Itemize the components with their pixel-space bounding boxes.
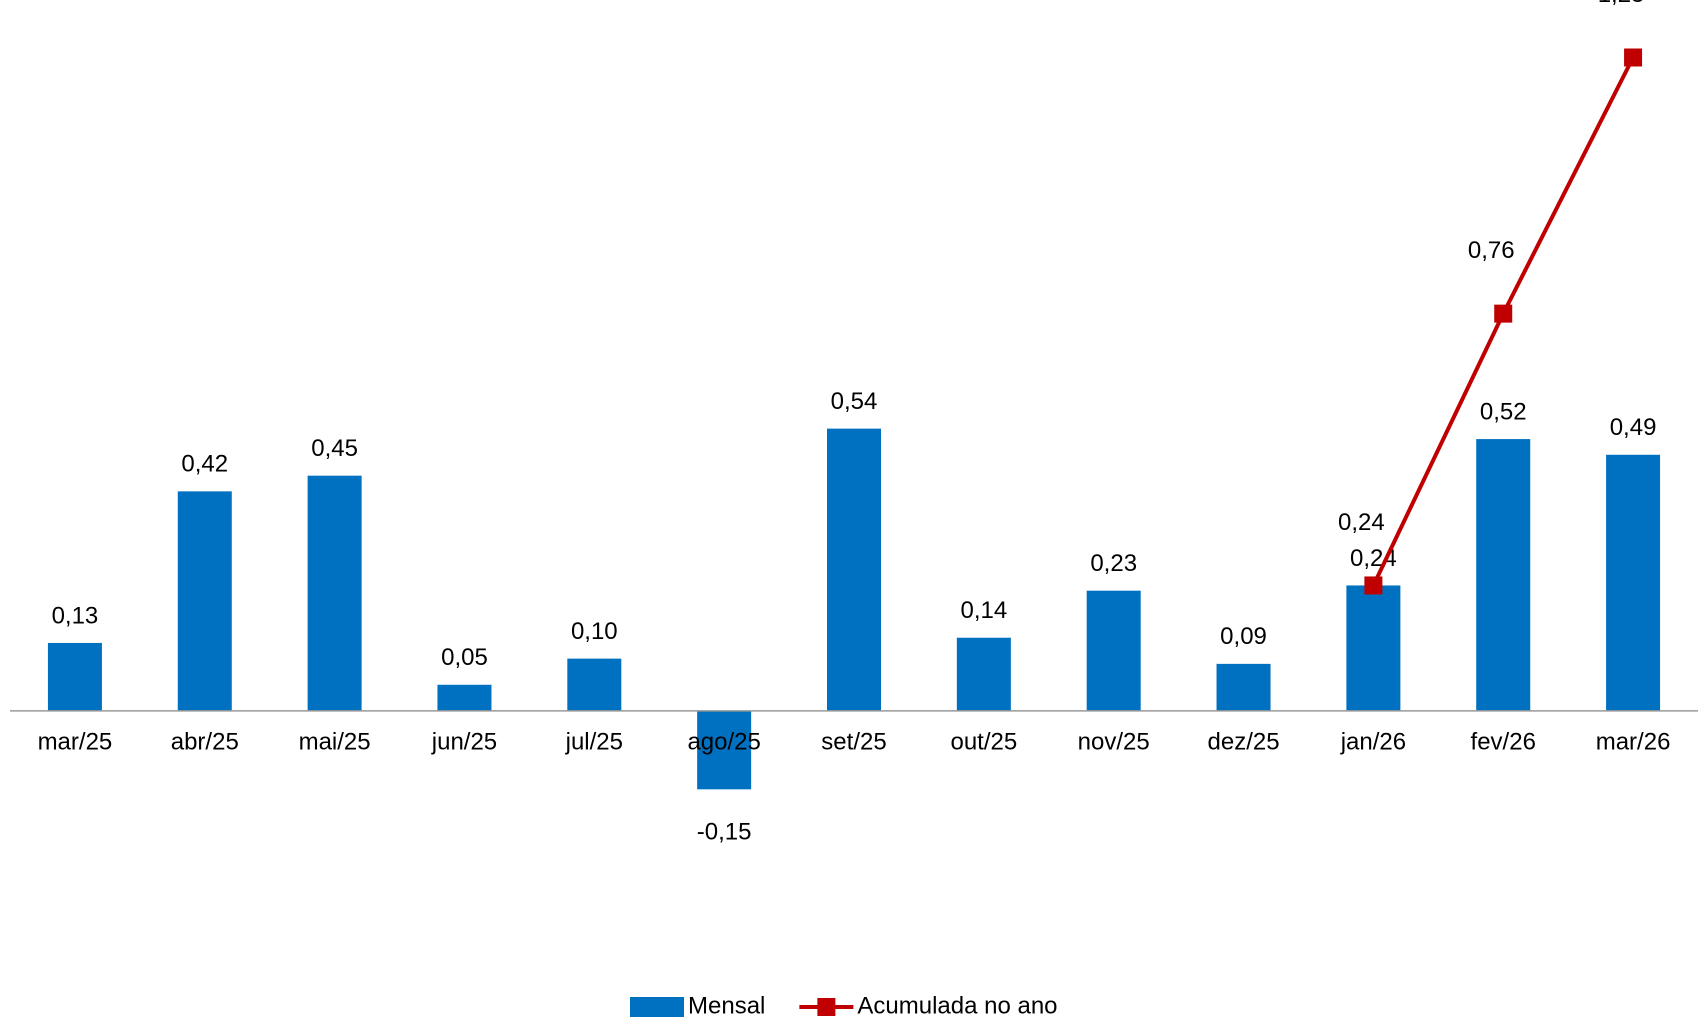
- legend-swatch: [630, 997, 684, 1017]
- line-marker: [1494, 304, 1513, 323]
- bar: [177, 491, 232, 711]
- x-tick-label: mar/26: [1596, 728, 1671, 755]
- data-label: 0,10: [571, 618, 618, 645]
- bar: [1216, 663, 1271, 711]
- x-tick-label: abr/25: [171, 728, 239, 755]
- legend-label: Acumulada no ano: [857, 992, 1057, 1019]
- x-tick-label: set/25: [821, 728, 886, 755]
- x-tick-label: jul/25: [565, 728, 623, 755]
- bar: [437, 684, 492, 711]
- bar: [827, 428, 881, 711]
- data-label: 0,05: [441, 644, 488, 671]
- x-tick-label: nov/25: [1078, 728, 1150, 755]
- bar: [47, 642, 102, 711]
- legend-swatch: [817, 998, 836, 1016]
- bar: [1086, 590, 1141, 711]
- data-label: 0,49: [1610, 414, 1657, 441]
- x-tick-label: ago/25: [687, 728, 760, 755]
- bar: [567, 658, 622, 711]
- x-tick-label: dez/25: [1208, 728, 1280, 755]
- bar: [697, 710, 752, 790]
- line-marker: [1364, 576, 1383, 595]
- bar: [956, 637, 1011, 711]
- bar: [307, 475, 362, 711]
- data-label: 0,24: [1338, 509, 1385, 536]
- data-label: -0,15: [697, 819, 752, 846]
- line-marker: [1624, 48, 1643, 67]
- x-tick-label: fev/26: [1471, 728, 1536, 755]
- bar: [1346, 585, 1401, 711]
- x-tick-label: out/25: [950, 728, 1017, 755]
- data-label: 0,42: [181, 451, 228, 478]
- data-label: 0,23: [1090, 550, 1137, 577]
- data-label: 0,54: [831, 388, 878, 415]
- legend-label: Mensal: [688, 992, 765, 1019]
- bar: [1606, 454, 1661, 711]
- data-label: 0,45: [311, 435, 358, 462]
- data-label: 0,09: [1220, 623, 1267, 650]
- data-label: 0,13: [52, 602, 99, 629]
- x-tick-label: mai/25: [299, 728, 371, 755]
- data-label: 0,14: [960, 597, 1007, 624]
- data-label: 0,52: [1480, 398, 1527, 425]
- x-tick-label: jun/25: [431, 728, 497, 755]
- x-tick-label: mar/25: [38, 728, 113, 755]
- bar: [1476, 439, 1531, 711]
- x-tick-label: jan/26: [1340, 728, 1406, 755]
- data-label: 1,25: [1598, 0, 1645, 8]
- data-label: 0,76: [1468, 237, 1515, 264]
